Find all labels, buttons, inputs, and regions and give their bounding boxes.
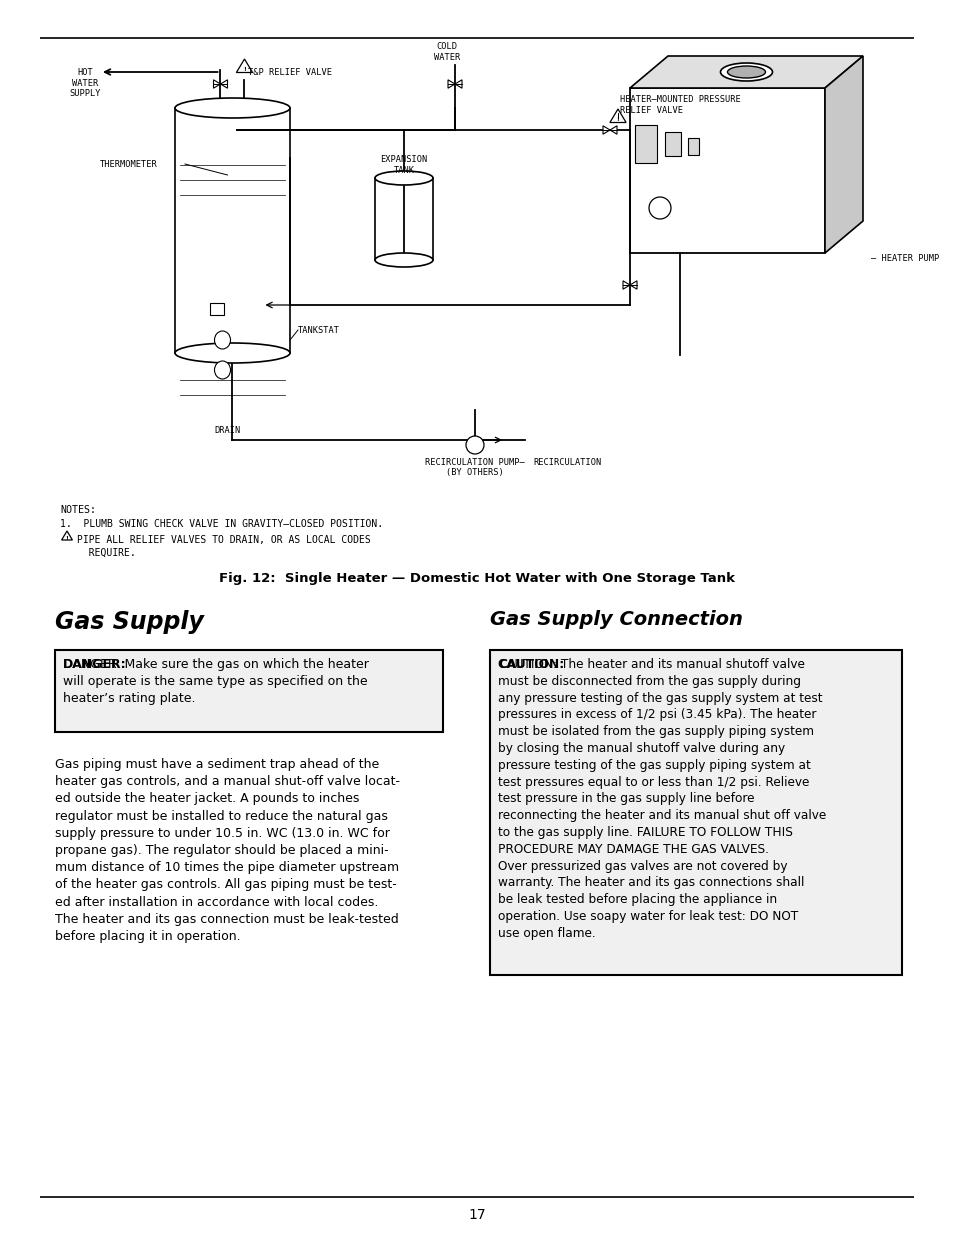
Text: RECIRCULATION PUMP–
(BY OTHERS): RECIRCULATION PUMP– (BY OTHERS) (425, 458, 524, 478)
Bar (211, 303, 224, 315)
Text: Gas piping must have a sediment trap ahead of the
heater gas controls, and a man: Gas piping must have a sediment trap ahe… (55, 758, 399, 944)
Ellipse shape (375, 253, 433, 267)
Text: HEATER–MOUNTED PRESSURE
RELIEF VALVE: HEATER–MOUNTED PRESSURE RELIEF VALVE (619, 95, 740, 115)
Bar (687, 138, 699, 156)
Text: RECIRCULATION: RECIRCULATION (533, 457, 600, 467)
Ellipse shape (465, 436, 483, 454)
Ellipse shape (375, 170, 433, 185)
Text: PIPE ALL RELIEF VALVES TO DRAIN, OR AS LOCAL CODES
  REQUIRE.: PIPE ALL RELIEF VALVES TO DRAIN, OR AS L… (77, 535, 371, 558)
Text: DRAIN: DRAIN (214, 426, 240, 435)
Text: 1.  PLUMB SWING CHECK VALVE IN GRAVITY–CLOSED POSITION.: 1. PLUMB SWING CHECK VALVE IN GRAVITY–CL… (60, 519, 383, 529)
Polygon shape (824, 56, 862, 253)
Text: Gas Supply Connection: Gas Supply Connection (490, 610, 742, 629)
Text: T&P RELIEF VALVE: T&P RELIEF VALVE (248, 68, 333, 77)
Text: COLD
WATER: COLD WATER (434, 42, 459, 62)
Text: NOTES:: NOTES: (60, 505, 96, 515)
Ellipse shape (174, 343, 290, 363)
Text: TANKSTAT: TANKSTAT (297, 326, 339, 335)
Text: !: ! (616, 116, 618, 121)
Text: DANGER:: DANGER: (63, 658, 127, 671)
Text: — HEATER PUMP: — HEATER PUMP (870, 253, 939, 263)
Ellipse shape (174, 98, 290, 119)
Polygon shape (629, 56, 862, 88)
Polygon shape (213, 80, 227, 88)
Ellipse shape (214, 361, 231, 379)
Bar (664, 132, 680, 156)
Ellipse shape (648, 198, 670, 219)
FancyBboxPatch shape (55, 650, 442, 732)
Polygon shape (236, 59, 253, 73)
Text: !: ! (243, 67, 246, 72)
Polygon shape (609, 109, 625, 122)
Polygon shape (622, 280, 637, 289)
Bar (375, 178, 433, 261)
Ellipse shape (720, 63, 772, 82)
FancyBboxPatch shape (490, 650, 901, 974)
Text: Fig. 12:  Single Heater — Domestic Hot Water with One Storage Tank: Fig. 12: Single Heater — Domestic Hot Wa… (219, 572, 734, 585)
Ellipse shape (214, 331, 231, 350)
Text: DANGER: Make sure the gas on which the heater
will operate is the same type as s: DANGER: Make sure the gas on which the h… (63, 658, 369, 705)
Bar (635, 125, 657, 163)
Text: THERMOMETER: THERMOMETER (100, 159, 157, 168)
Polygon shape (602, 126, 617, 135)
Text: CAUTION:: CAUTION: (497, 658, 563, 671)
Bar (629, 88, 824, 253)
Text: CAUTION: The heater and its manual shutoff valve
must be disconnected from the g: CAUTION: The heater and its manual shuto… (497, 658, 825, 940)
Text: Gas Supply: Gas Supply (55, 610, 204, 634)
Text: !: ! (66, 536, 69, 541)
Text: EXPANSION
TANK: EXPANSION TANK (380, 156, 427, 174)
Polygon shape (62, 531, 72, 540)
Ellipse shape (727, 65, 764, 78)
Text: HOT
WATER
SUPPLY: HOT WATER SUPPLY (70, 68, 101, 98)
Polygon shape (448, 80, 461, 88)
Text: 17: 17 (468, 1208, 485, 1221)
Bar (174, 107, 290, 353)
